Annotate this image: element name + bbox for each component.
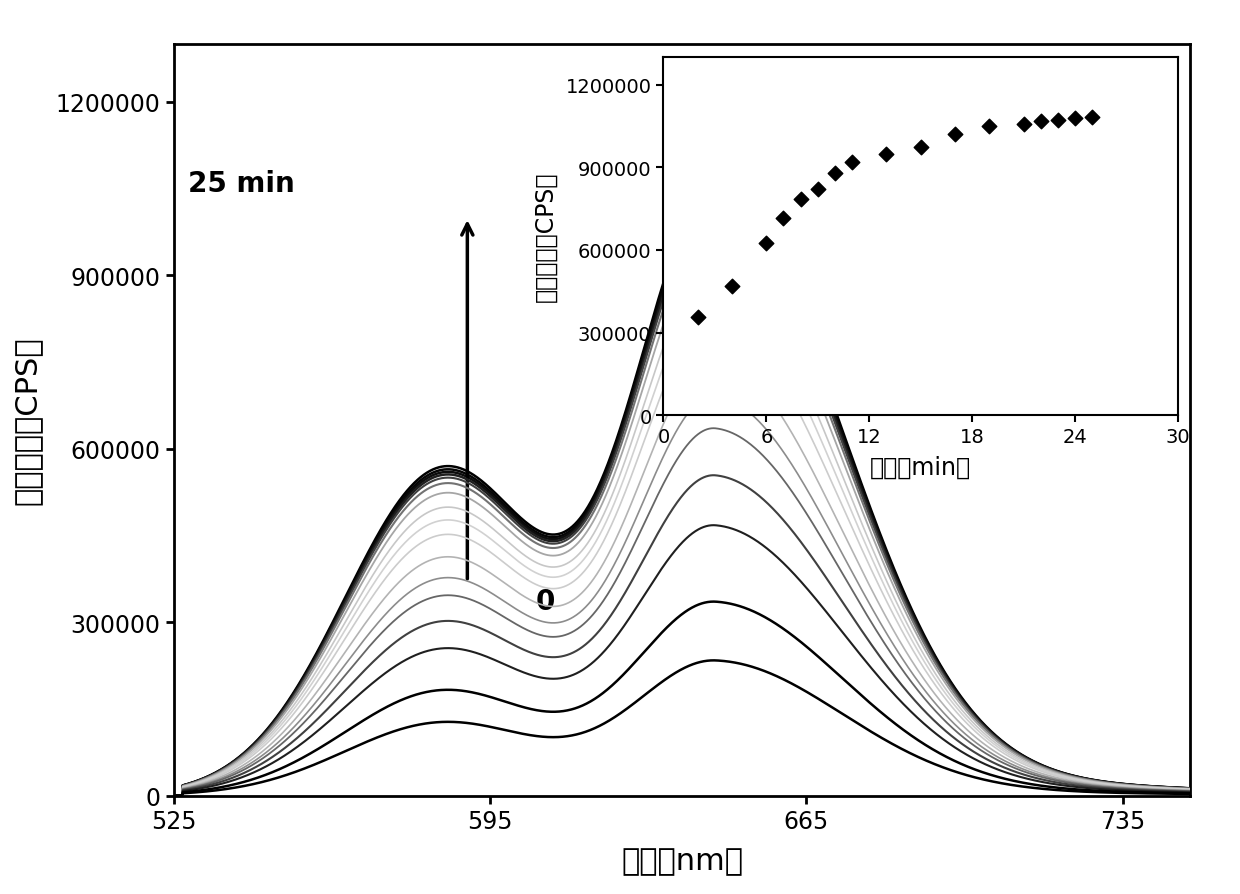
- Point: [808, 183, 828, 198]
- Point: [774, 212, 794, 226]
- Point: [1048, 114, 1068, 128]
- Point: [688, 311, 708, 325]
- Point: [1083, 111, 1102, 125]
- Y-axis label: 荭光强度（CPS）: 荭光强度（CPS）: [12, 336, 42, 504]
- Point: [945, 128, 965, 142]
- Text: 0: 0: [536, 587, 554, 616]
- Point: [756, 237, 776, 251]
- Point: [980, 120, 999, 134]
- Point: [825, 166, 844, 181]
- X-axis label: 时间（min）: 时间（min）: [870, 455, 971, 479]
- Point: [842, 156, 862, 170]
- Point: [877, 148, 897, 162]
- X-axis label: 波长（nm）: 波长（nm）: [621, 847, 743, 875]
- Point: [1065, 112, 1085, 126]
- Point: [1014, 117, 1034, 131]
- Point: [1030, 114, 1050, 129]
- Point: [722, 279, 742, 293]
- Point: [910, 140, 930, 155]
- Text: 25 min: 25 min: [188, 169, 295, 198]
- Point: [791, 192, 811, 207]
- Y-axis label: 荭光强度（CPS）: 荭光强度（CPS）: [533, 172, 557, 302]
